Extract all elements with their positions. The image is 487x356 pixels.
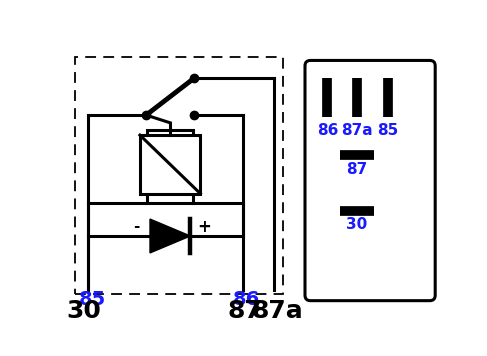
FancyBboxPatch shape (305, 61, 435, 301)
Polygon shape (150, 219, 190, 253)
Text: -: - (133, 219, 139, 234)
Text: 30: 30 (67, 299, 102, 323)
Bar (140, 135, 200, 194)
Text: 86: 86 (233, 290, 261, 309)
Bar (147, 130, 193, 203)
Text: +: + (197, 218, 211, 236)
Text: 87a: 87a (251, 299, 303, 323)
Text: 86: 86 (317, 123, 338, 138)
Text: 85: 85 (377, 123, 398, 138)
Text: 87a: 87a (341, 123, 373, 138)
Text: 85: 85 (78, 290, 106, 309)
Text: 87: 87 (346, 162, 368, 177)
Text: 30: 30 (346, 217, 368, 232)
Text: 87: 87 (227, 299, 262, 323)
